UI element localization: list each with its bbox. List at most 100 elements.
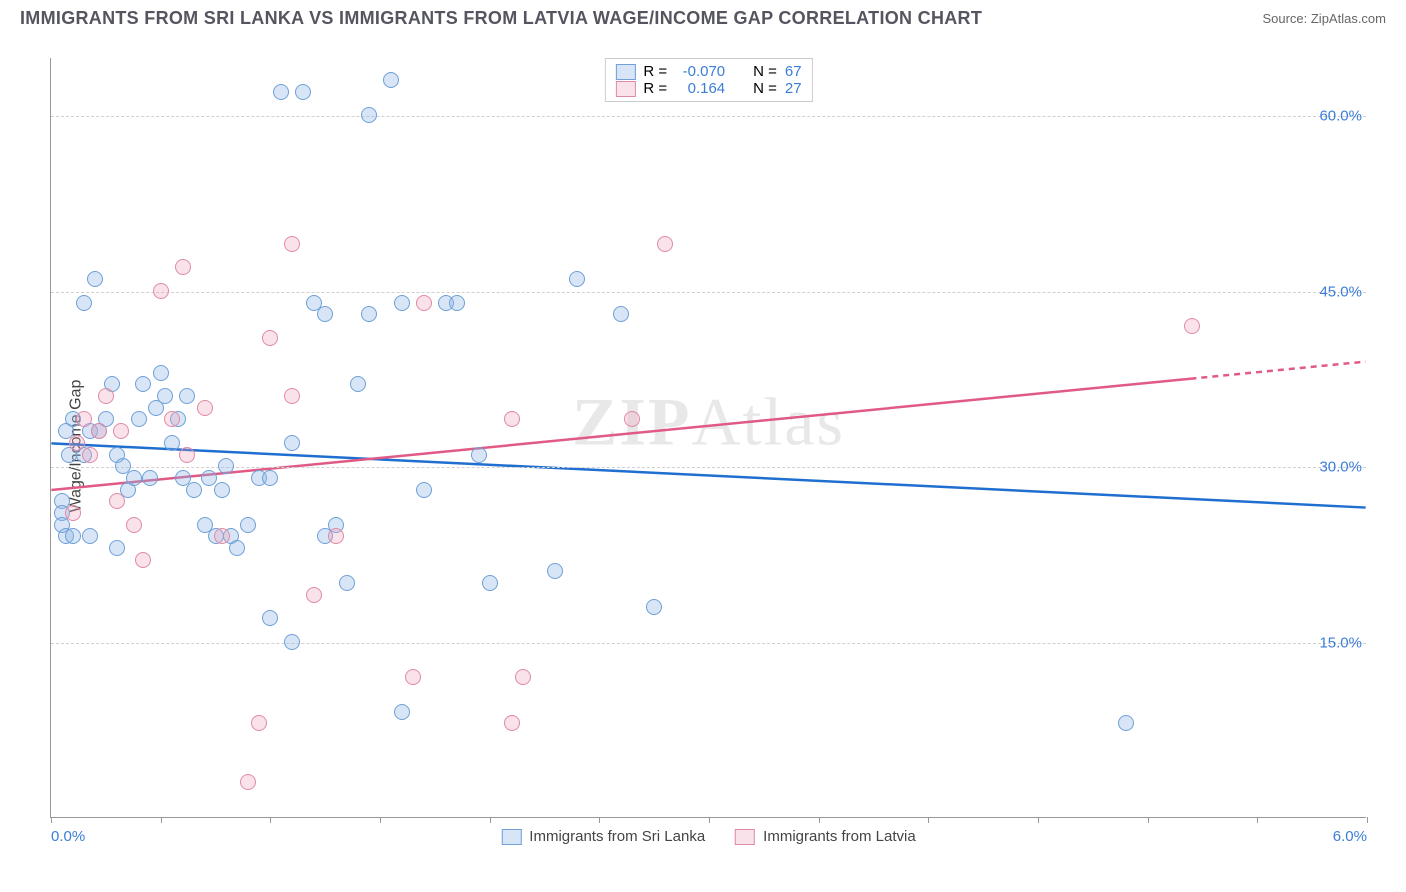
data-point-sri_lanka — [273, 84, 289, 100]
data-point-latvia — [153, 283, 169, 299]
swatch-latvia — [615, 81, 635, 97]
data-point-sri_lanka — [350, 376, 366, 392]
data-point-latvia — [328, 528, 344, 544]
ytick-label: 15.0% — [1319, 634, 1362, 651]
data-point-latvia — [179, 447, 195, 463]
data-point-latvia — [65, 505, 81, 521]
data-point-latvia — [251, 715, 267, 731]
data-point-sri_lanka — [416, 482, 432, 498]
series-legend: Immigrants from Sri Lanka Immigrants fro… — [501, 828, 915, 845]
swatch-srilanka — [615, 64, 635, 80]
watermark-text: ZIPAtlas — [572, 383, 845, 462]
data-point-sri_lanka — [295, 84, 311, 100]
data-point-latvia — [82, 447, 98, 463]
data-point-latvia — [164, 411, 180, 427]
data-point-sri_lanka — [646, 599, 662, 615]
xtick-mark — [1257, 817, 1258, 823]
data-point-sri_lanka — [284, 435, 300, 451]
gridline — [51, 467, 1366, 468]
data-point-latvia — [98, 388, 114, 404]
data-point-latvia — [109, 493, 125, 509]
data-point-sri_lanka — [131, 411, 147, 427]
data-point-sri_lanka — [126, 470, 142, 486]
data-point-latvia — [135, 552, 151, 568]
xtick-mark — [161, 817, 162, 823]
data-point-latvia — [515, 669, 531, 685]
data-point-latvia — [504, 411, 520, 427]
xtick-label: 6.0% — [1333, 828, 1367, 845]
xtick-mark — [819, 817, 820, 823]
xtick-mark — [380, 817, 381, 823]
data-point-sri_lanka — [471, 447, 487, 463]
data-point-latvia — [657, 236, 673, 252]
ytick-label: 60.0% — [1319, 108, 1362, 125]
xtick-mark — [709, 817, 710, 823]
xtick-mark — [1038, 817, 1039, 823]
xtick-mark — [270, 817, 271, 823]
data-point-latvia — [284, 236, 300, 252]
legend-item-srilanka: Immigrants from Sri Lanka — [501, 828, 705, 845]
data-point-latvia — [624, 411, 640, 427]
gridline — [51, 116, 1366, 117]
gridline — [51, 643, 1366, 644]
data-point-sri_lanka — [82, 528, 98, 544]
data-point-sri_lanka — [361, 107, 377, 123]
data-point-sri_lanka — [142, 470, 158, 486]
xtick-mark — [928, 817, 929, 823]
xtick-mark — [599, 817, 600, 823]
data-point-sri_lanka — [482, 575, 498, 591]
data-point-sri_lanka — [186, 482, 202, 498]
data-point-latvia — [240, 774, 256, 790]
legend-item-latvia: Immigrants from Latvia — [735, 828, 916, 845]
data-point-sri_lanka — [240, 517, 256, 533]
data-point-sri_lanka — [339, 575, 355, 591]
data-point-sri_lanka — [76, 295, 92, 311]
data-point-latvia — [405, 669, 421, 685]
ytick-label: 45.0% — [1319, 283, 1362, 300]
data-point-sri_lanka — [569, 271, 585, 287]
data-point-sri_lanka — [449, 295, 465, 311]
data-point-sri_lanka — [65, 528, 81, 544]
data-point-sri_lanka — [157, 388, 173, 404]
data-point-latvia — [1184, 318, 1200, 334]
data-point-sri_lanka — [394, 704, 410, 720]
swatch-srilanka-bottom — [501, 829, 521, 845]
xtick-mark — [1367, 817, 1368, 823]
scatter-chart: ZIPAtlas R = -0.070 N = 67 R = 0.164 N =… — [50, 58, 1366, 818]
data-point-sri_lanka — [179, 388, 195, 404]
data-point-sri_lanka — [214, 482, 230, 498]
data-point-sri_lanka — [87, 271, 103, 287]
data-point-latvia — [76, 411, 92, 427]
legend-row-srilanka: R = -0.070 N = 67 — [615, 63, 801, 80]
data-point-sri_lanka — [262, 470, 278, 486]
chart-title: IMMIGRANTS FROM SRI LANKA VS IMMIGRANTS … — [20, 8, 982, 29]
gridline — [51, 292, 1366, 293]
data-point-latvia — [91, 423, 107, 439]
data-point-sri_lanka — [135, 376, 151, 392]
data-point-latvia — [214, 528, 230, 544]
xtick-label: 0.0% — [51, 828, 85, 845]
data-point-sri_lanka — [262, 610, 278, 626]
data-point-sri_lanka — [284, 634, 300, 650]
data-point-sri_lanka — [229, 540, 245, 556]
data-point-sri_lanka — [218, 458, 234, 474]
data-point-latvia — [126, 517, 142, 533]
data-point-sri_lanka — [613, 306, 629, 322]
xtick-mark — [51, 817, 52, 823]
data-point-sri_lanka — [317, 306, 333, 322]
data-point-latvia — [175, 259, 191, 275]
chart-source: Source: ZipAtlas.com — [1262, 11, 1386, 26]
trend-lines — [51, 58, 1366, 817]
data-point-sri_lanka — [109, 540, 125, 556]
data-point-latvia — [306, 587, 322, 603]
correlation-legend: R = -0.070 N = 67 R = 0.164 N = 27 — [604, 58, 812, 102]
data-point-latvia — [262, 330, 278, 346]
ytick-label: 30.0% — [1319, 459, 1362, 476]
data-point-sri_lanka — [1118, 715, 1134, 731]
data-point-sri_lanka — [361, 306, 377, 322]
data-point-latvia — [504, 715, 520, 731]
data-point-latvia — [113, 423, 129, 439]
legend-row-latvia: R = 0.164 N = 27 — [615, 80, 801, 97]
data-point-sri_lanka — [394, 295, 410, 311]
data-point-latvia — [416, 295, 432, 311]
